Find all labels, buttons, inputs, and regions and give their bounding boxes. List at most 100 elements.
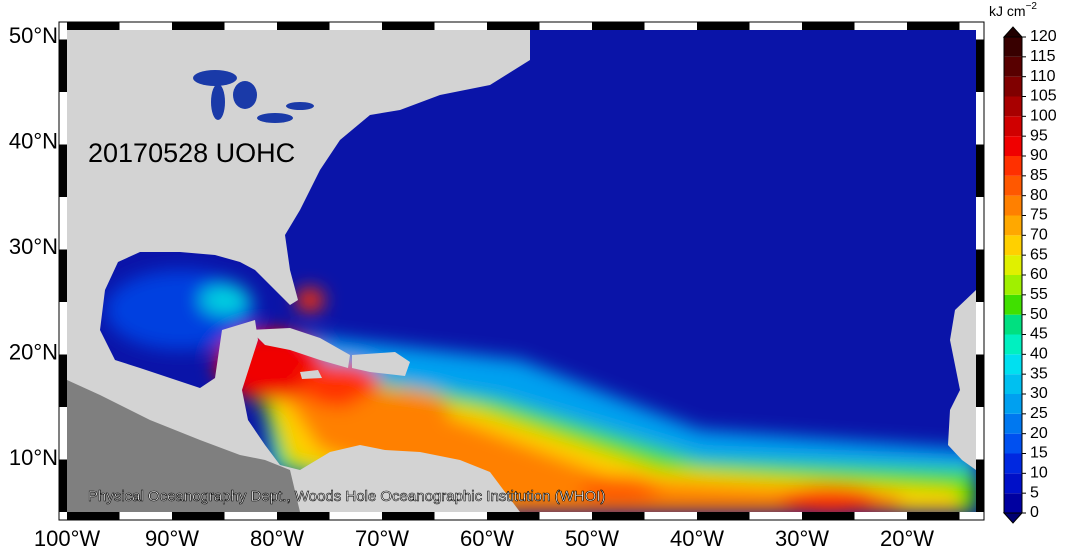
frame-bar [59,302,67,355]
colorbar-label: 30 [1030,385,1048,402]
frame-bar [59,39,67,92]
frame-bar [382,22,435,30]
frame-bar [976,92,984,145]
frame-bar [59,354,67,407]
frame-bar [959,512,976,520]
colorbar-segment [1004,56,1022,77]
frame-bar [749,512,802,520]
colorbar-segment [1004,235,1022,256]
frame-bar [697,22,750,30]
lon-label: 20°W [880,526,934,550]
frame-bar [59,92,67,145]
frame-bar [802,22,855,30]
lat-label: 50°N [9,23,58,48]
colorbar-segment [1004,354,1022,375]
frame-bar [854,512,907,520]
pacific-mask [67,380,300,512]
frame-bar [382,512,435,520]
frame-bar [67,22,120,30]
frame-bar [644,22,697,30]
great-lakes [193,70,314,123]
colorbar-label: 10 [1030,465,1048,482]
colorbar-label: 50 [1030,306,1048,323]
colorbar-label: 65 [1030,246,1048,263]
colorbar-label: 70 [1030,227,1048,244]
frame-outline [58,21,985,521]
frame-bar [976,197,984,250]
colorbar-segment [1004,116,1022,137]
colorbar-label: 105 [1030,88,1057,105]
colorbar-segment [1004,175,1022,196]
frame-bar [802,512,855,520]
lat-label: 20°N [9,339,58,364]
africa [948,290,976,470]
frame-bar [907,512,960,520]
colorbar-segment [1004,215,1022,236]
colorbar-label: 35 [1030,365,1048,382]
colorbar-label: 5 [1030,484,1039,501]
frame-bar [487,22,540,30]
colorbar-label: 85 [1030,167,1048,184]
frame-bar [434,512,487,520]
colorbar-segment [1004,156,1022,176]
colorbar-segment [1004,453,1022,474]
colorbar-label: 90 [1030,147,1048,164]
colorbar-label: 55 [1030,286,1048,303]
lon-label: 30°W [775,526,829,550]
jamaica [300,370,322,379]
lat-label: 40°N [9,128,58,153]
colorbar-segment [1004,433,1022,454]
colorbar-label: 60 [1030,266,1048,283]
cuba [250,328,350,368]
frame-bar [976,354,984,407]
lon-label: 100°W [34,526,101,550]
frame-bar [976,459,984,512]
frame-bar [59,30,67,40]
colorbar-over [1002,26,1024,38]
frame-bar [59,407,67,460]
frame-bar [59,249,67,302]
colorbar-segment [1004,255,1022,275]
map [67,30,976,512]
colorbar-segment [1004,195,1022,216]
frame-bar [976,144,984,197]
colorbar-segment [1004,394,1022,414]
colorbar-segment [1004,493,1022,513]
credit: Physical Oceanography Dept., Woods Hole … [88,488,605,505]
hispaniola [352,352,410,376]
frame-bar [59,459,67,512]
frame-bar [976,407,984,460]
frame-bar [329,22,382,30]
frame-bar [959,22,976,30]
frame-bar [487,512,540,520]
frame-bar [59,144,67,197]
frame-bar [224,22,277,30]
lon-label: 90°W [145,526,199,550]
colorbar-label: 45 [1030,326,1048,343]
frame-bar [172,22,225,30]
frame-bar [59,197,67,250]
colorbar-segment [1004,374,1022,394]
colorbar-segment [1004,275,1022,295]
colorbar-label: 20 [1030,425,1048,442]
frame-bar [976,30,984,40]
frame-bar [976,249,984,302]
colorbar-segment [1004,76,1022,97]
frame-bar [67,512,120,520]
frame-bar [592,22,645,30]
colorbar-label: 75 [1030,207,1048,224]
frame-bar [592,512,645,520]
frame-bar [749,22,802,30]
frame-bar [976,39,984,92]
unit: kJ cm [989,3,1026,19]
lon-label: 80°W [250,526,304,550]
colorbar-under [1002,512,1024,524]
colorbar-label: 110 [1030,68,1056,85]
colorbar-unit: kJ cm−2 [989,1,1037,19]
colorbar-label: 15 [1030,445,1048,462]
map-frame [58,21,985,521]
frame-bar [854,22,907,30]
colorbar-label: 0 [1030,504,1039,521]
frame-bar [329,512,382,520]
